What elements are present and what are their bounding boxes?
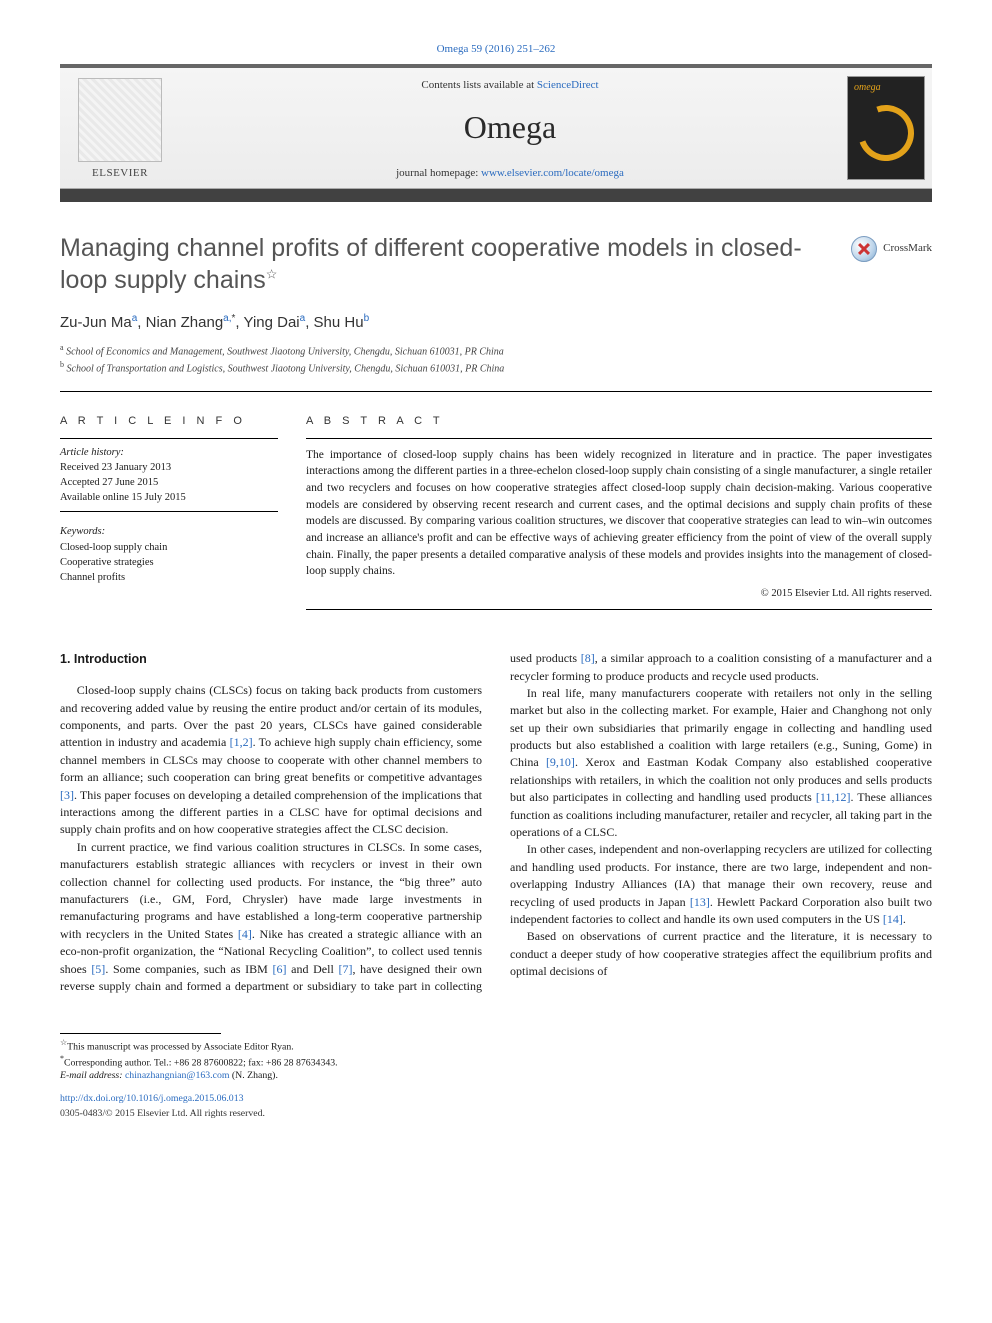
section-1-heading: 1. Introduction [60, 650, 482, 668]
history-received: Received 23 January 2013 [60, 460, 278, 475]
cover-title: omega [854, 81, 918, 96]
fn-email-label: E-mail address: [60, 1070, 125, 1081]
ref-7[interactable]: [7] [338, 962, 352, 976]
keywords-label: Keywords: [60, 524, 278, 539]
article-title: Managing channel profits of different co… [60, 232, 812, 296]
abstract-text: The importance of closed-loop supply cha… [306, 447, 932, 580]
ref-9-10[interactable]: [9,10] [546, 755, 575, 769]
fn-corresponding: Corresponding author. Tel.: +86 28 87600… [64, 1057, 338, 1068]
cover-swirl-icon [849, 96, 923, 170]
history-label: Article history: [60, 445, 278, 460]
affiliation-b: School of Transportation and Logistics, … [67, 364, 505, 375]
p2a: In current practice, we find various coa… [60, 840, 482, 941]
author-2: Nian Zhang [146, 314, 224, 331]
publisher-name: ELSEVIER [92, 166, 148, 182]
fn-editor: This manuscript was processed by Associa… [67, 1042, 294, 1053]
crossmark-label: CrossMark [883, 241, 932, 257]
crossmark-badge[interactable]: CrossMark [851, 236, 932, 262]
ref-4[interactable]: [4] [238, 927, 252, 941]
ref-3[interactable]: [3] [60, 788, 74, 802]
author-3: Ying Dai [244, 314, 300, 331]
ref-11-12[interactable]: [11,12] [816, 790, 851, 804]
publisher-logo: ELSEVIER [60, 68, 180, 188]
abstract-copyright: © 2015 Elsevier Ltd. All rights reserved… [306, 586, 932, 601]
journal-cover-thumb: omega [840, 68, 932, 188]
author-1: Zu-Jun Ma [60, 314, 132, 331]
fn-email-tail: (N. Zhang). [229, 1070, 277, 1081]
elsevier-tree-icon [78, 78, 162, 162]
author-2-corr-mark: * [232, 313, 236, 324]
p2c: . Some companies, such as IBM [105, 962, 272, 976]
ref-5[interactable]: [5] [91, 962, 105, 976]
author-1-aff: a [132, 313, 138, 324]
author-2-aff: a, [223, 313, 231, 324]
homepage-link[interactable]: www.elsevier.com/locate/omega [481, 167, 624, 179]
fn-email[interactable]: chinazhangnian@163.com [125, 1070, 230, 1081]
issn-copyright: 0305-0483/© 2015 Elsevier Ltd. All right… [60, 1107, 932, 1121]
journal-name: Omega [190, 104, 830, 150]
author-4: Shu Hu [314, 314, 364, 331]
history-online: Available online 15 July 2015 [60, 490, 278, 505]
ref-13[interactable]: [13] [690, 895, 710, 909]
keyword-3: Channel profits [60, 570, 278, 585]
ref-8[interactable]: [8] [581, 651, 595, 665]
authors-line: Zu-Jun Maa, Nian Zhanga,*, Ying Daia, Sh… [60, 312, 812, 334]
keyword-2: Cooperative strategies [60, 555, 278, 570]
history-accepted: Accepted 27 June 2015 [60, 475, 278, 490]
p5: Based on observations of current practic… [510, 928, 932, 980]
crossmark-icon [851, 236, 877, 262]
abstract-heading: A B S T R A C T [306, 414, 932, 430]
p2d: and Dell [287, 962, 339, 976]
journal-masthead: ELSEVIER Contents lists available at Sci… [60, 64, 932, 202]
ref-6[interactable]: [6] [273, 962, 287, 976]
footnotes-block: ☆This manuscript was processed by Associ… [60, 1033, 444, 1082]
doi-link[interactable]: http://dx.doi.org/10.1016/j.omega.2015.0… [60, 1093, 244, 1104]
homepage-label: journal homepage: [396, 167, 481, 179]
p4c: . [903, 912, 906, 926]
affiliation-a: School of Economics and Management, Sout… [66, 346, 504, 357]
contents-text: Contents lists available at [421, 79, 536, 91]
article-info-heading: A R T I C L E I N F O [60, 414, 278, 430]
author-4-aff: b [364, 313, 370, 324]
p1c: . This paper focuses on developing a det… [60, 788, 482, 837]
ref-14[interactable]: [14] [883, 912, 903, 926]
sciencedirect-link[interactable]: ScienceDirect [537, 79, 599, 91]
author-3-aff: a [300, 313, 306, 324]
article-title-text: Managing channel profits of different co… [60, 234, 802, 294]
ref-1-2[interactable]: [1,2] [230, 735, 253, 749]
journal-ref: Omega 59 (2016) 251–262 [437, 43, 556, 55]
title-footnote-mark: ☆ [266, 267, 278, 282]
keyword-1: Closed-loop supply chain [60, 540, 278, 555]
